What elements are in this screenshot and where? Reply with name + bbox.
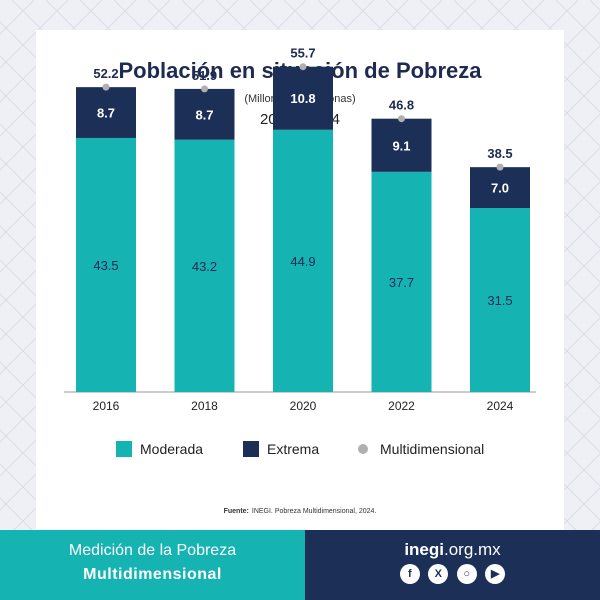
label-multidimensional-2016: 52.2 bbox=[93, 66, 118, 81]
label-moderada-2020: 44.9 bbox=[290, 254, 315, 269]
marker-multidimensional-2016 bbox=[102, 83, 110, 91]
tick-label-2024: 2024 bbox=[487, 399, 514, 413]
label-extrema-2018: 8.7 bbox=[195, 107, 213, 122]
label-moderada-2022: 37.7 bbox=[389, 275, 414, 290]
footer-title-panel: Medición de la Pobreza Multidimensional bbox=[0, 530, 305, 600]
x-icon[interactable]: X bbox=[428, 564, 449, 584]
legend-swatch-extrema bbox=[243, 441, 259, 457]
legend-label-moderada: Moderada bbox=[140, 441, 203, 457]
bar-moderada-2020 bbox=[273, 129, 333, 392]
social-links: f X ○ ▶ bbox=[305, 564, 600, 584]
legend-label-extrema: Extrema bbox=[267, 441, 319, 457]
tick-label-2022: 2022 bbox=[388, 399, 415, 413]
bar-extrema-2024 bbox=[470, 167, 530, 209]
label-extrema-2022: 9.1 bbox=[392, 138, 410, 153]
legend-label-multidimensional: Multidimensional bbox=[380, 441, 484, 457]
bar-moderada-2022 bbox=[371, 171, 432, 392]
bar-extrema-2018 bbox=[174, 88, 235, 140]
marker-multidimensional-2022 bbox=[398, 115, 405, 123]
label-extrema-2024: 7.0 bbox=[491, 181, 509, 196]
brand-name: inegi bbox=[404, 540, 444, 559]
label-extrema-2016: 8.7 bbox=[97, 106, 115, 121]
footer-line-2: Multidimensional bbox=[83, 566, 222, 583]
source-label: Fuente: bbox=[224, 508, 249, 515]
marker-multidimensional-2024 bbox=[496, 163, 504, 171]
tick-label-2018: 2018 bbox=[191, 399, 218, 413]
bar-extrema-2022 bbox=[371, 118, 432, 172]
tick-label-2016: 2016 bbox=[93, 399, 120, 413]
label-moderada-2016: 43.5 bbox=[93, 258, 118, 273]
marker-multidimensional-2018 bbox=[201, 85, 208, 93]
label-moderada-2024: 31.5 bbox=[487, 293, 512, 308]
legend-swatch-moderada bbox=[116, 441, 132, 457]
stacked-bar-chart: Población en situación de Pobreza (Millo… bbox=[64, 46, 536, 515]
source-note: Fuente: INEGI. Pobreza Multidimensional, … bbox=[224, 508, 377, 515]
label-multidimensional-2018: 51.9 bbox=[192, 68, 217, 83]
tick-label-2020: 2020 bbox=[290, 399, 317, 413]
bar-moderada-2016 bbox=[76, 137, 136, 392]
bar-extrema-2016 bbox=[76, 87, 136, 138]
bar-extrema-2020 bbox=[273, 66, 333, 130]
marker-multidimensional-2020 bbox=[299, 63, 307, 71]
bar-moderada-2018 bbox=[174, 139, 235, 392]
source-text: INEGI. Pobreza Multidimensional, 2024. bbox=[252, 508, 377, 515]
footer-brand-panel: inegi.org.mx f X ○ ▶ bbox=[305, 530, 600, 600]
label-multidimensional-2022: 46.8 bbox=[389, 98, 414, 113]
label-moderada-2018: 43.2 bbox=[192, 259, 217, 274]
footer-banner: Medición de la Pobreza Multidimensional … bbox=[0, 530, 600, 600]
chart-card: Población en situación de Pobreza (Millo… bbox=[36, 30, 564, 530]
label-multidimensional-2020: 55.7 bbox=[290, 46, 315, 61]
instagram-icon[interactable]: ○ bbox=[456, 564, 477, 584]
brand-url[interactable]: inegi.org.mx bbox=[305, 540, 600, 560]
brand-domain: .org.mx bbox=[443, 540, 501, 559]
footer-line-1: Medición de la Pobreza bbox=[68, 542, 237, 559]
label-multidimensional-2024: 38.5 bbox=[487, 146, 512, 161]
legend-swatch-multidimensional bbox=[358, 444, 368, 454]
facebook-icon[interactable]: f bbox=[399, 564, 420, 584]
bar-moderada-2024 bbox=[470, 208, 530, 392]
youtube-icon[interactable]: ▶ bbox=[485, 564, 506, 584]
label-extrema-2020: 10.8 bbox=[290, 91, 315, 106]
